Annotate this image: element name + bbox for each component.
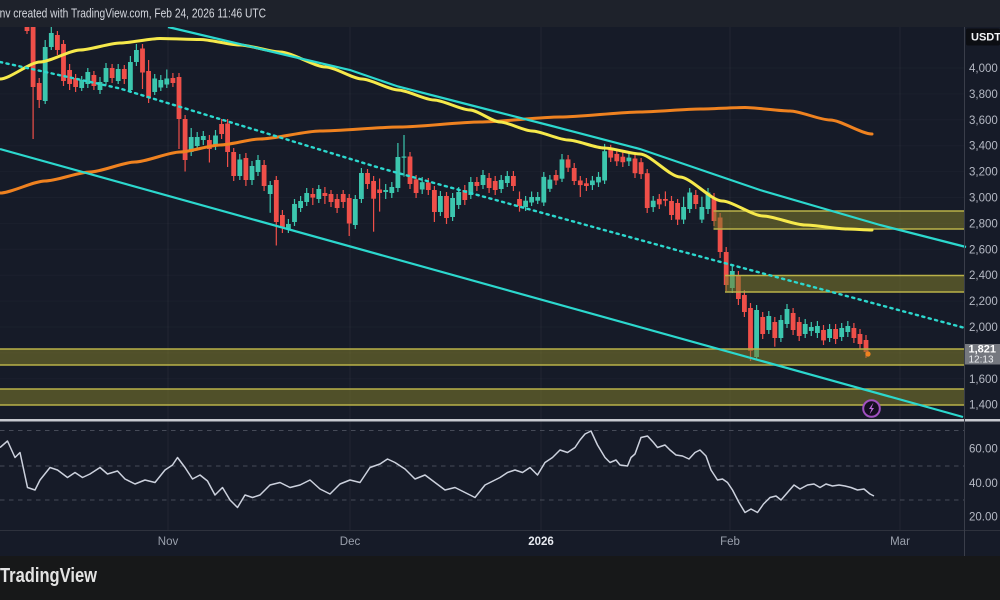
svg-text:3,200: 3,200 [969,167,998,179]
svg-text:USDT: USDT [971,32,1000,44]
svg-text:Dec: Dec [340,536,361,548]
svg-text:TradingView: TradingView [0,564,97,587]
svg-text:1,400: 1,400 [969,400,998,412]
svg-text:2,600: 2,600 [969,244,998,256]
svg-text:3,800: 3,800 [969,89,998,101]
svg-text:2026: 2026 [528,536,554,548]
svg-text:2,000: 2,000 [969,322,998,334]
svg-text:20.00: 20.00 [969,512,998,524]
svg-text:2,400: 2,400 [969,270,998,282]
svg-text:3,000: 3,000 [969,193,998,205]
svg-text:3,400: 3,400 [969,141,998,153]
svg-text:60.00: 60.00 [969,444,998,456]
svg-text:40.00: 40.00 [969,478,998,490]
svg-text:Feb: Feb [720,536,740,548]
svg-text:Nov: Nov [158,536,179,548]
svg-text:2,800: 2,800 [969,218,998,230]
svg-text:anv created with TradingView.c: anv created with TradingView.com, Feb 24… [0,7,266,21]
svg-text:1,821: 1,821 [969,344,997,356]
svg-text:2,200: 2,200 [969,296,998,308]
svg-text:4,000: 4,000 [969,63,998,75]
svg-text:Mar: Mar [890,536,910,548]
svg-text:1,600: 1,600 [969,374,998,386]
svg-text:3,600: 3,600 [969,115,998,127]
svg-text:12:13: 12:13 [969,355,994,366]
